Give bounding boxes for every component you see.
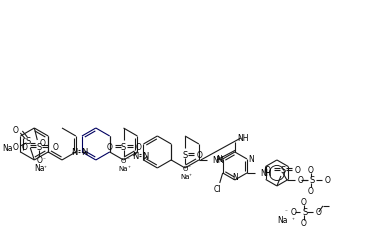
Text: NH: NH bbox=[260, 169, 272, 178]
Text: O: O bbox=[301, 218, 307, 228]
Text: O: O bbox=[325, 176, 331, 185]
Text: Na: Na bbox=[180, 173, 190, 179]
Text: Na: Na bbox=[119, 165, 128, 171]
Text: O: O bbox=[182, 165, 188, 171]
Text: O: O bbox=[295, 166, 301, 175]
Text: O: O bbox=[308, 166, 314, 175]
Text: O: O bbox=[12, 143, 18, 152]
Text: N: N bbox=[216, 155, 222, 164]
Text: O: O bbox=[298, 176, 304, 185]
Text: O: O bbox=[12, 126, 18, 135]
Text: Na: Na bbox=[34, 164, 45, 173]
Text: NH: NH bbox=[237, 134, 248, 143]
Text: O: O bbox=[52, 143, 58, 152]
Text: O: O bbox=[121, 157, 126, 163]
Text: ⁺: ⁺ bbox=[43, 166, 46, 171]
Text: N: N bbox=[71, 148, 77, 157]
Text: ⁻: ⁻ bbox=[42, 158, 45, 163]
Text: ⁻: ⁻ bbox=[127, 158, 130, 163]
Text: O: O bbox=[135, 143, 141, 152]
Text: O: O bbox=[308, 187, 314, 196]
Text: O: O bbox=[107, 143, 112, 152]
Text: S: S bbox=[26, 137, 31, 146]
Text: S: S bbox=[310, 176, 315, 185]
Text: Cl: Cl bbox=[214, 185, 221, 194]
Text: O: O bbox=[301, 198, 307, 206]
Text: O: O bbox=[291, 208, 297, 216]
Text: Na: Na bbox=[277, 216, 288, 224]
Text: ⁻: ⁻ bbox=[188, 166, 191, 171]
Text: S: S bbox=[303, 208, 308, 216]
Text: N: N bbox=[232, 172, 238, 181]
Text: O: O bbox=[36, 156, 42, 165]
Text: O: O bbox=[316, 208, 322, 216]
Text: NH: NH bbox=[212, 156, 223, 165]
Text: N: N bbox=[132, 152, 139, 161]
Text: N: N bbox=[81, 148, 87, 157]
Text: S: S bbox=[121, 143, 126, 152]
Text: ⁺: ⁺ bbox=[189, 174, 192, 179]
Text: O: O bbox=[265, 166, 271, 175]
Text: Na: Na bbox=[2, 144, 12, 153]
Text: O: O bbox=[197, 151, 203, 160]
Text: ⁺: ⁺ bbox=[292, 218, 295, 222]
Text: ⁺: ⁺ bbox=[127, 166, 130, 171]
Text: O: O bbox=[22, 143, 27, 152]
Text: S: S bbox=[280, 166, 285, 175]
Text: ⁻: ⁻ bbox=[285, 210, 288, 214]
Text: S: S bbox=[37, 143, 42, 152]
Text: N: N bbox=[248, 155, 254, 164]
Text: S: S bbox=[182, 151, 188, 160]
Text: O: O bbox=[39, 139, 45, 148]
Text: N: N bbox=[142, 152, 149, 161]
